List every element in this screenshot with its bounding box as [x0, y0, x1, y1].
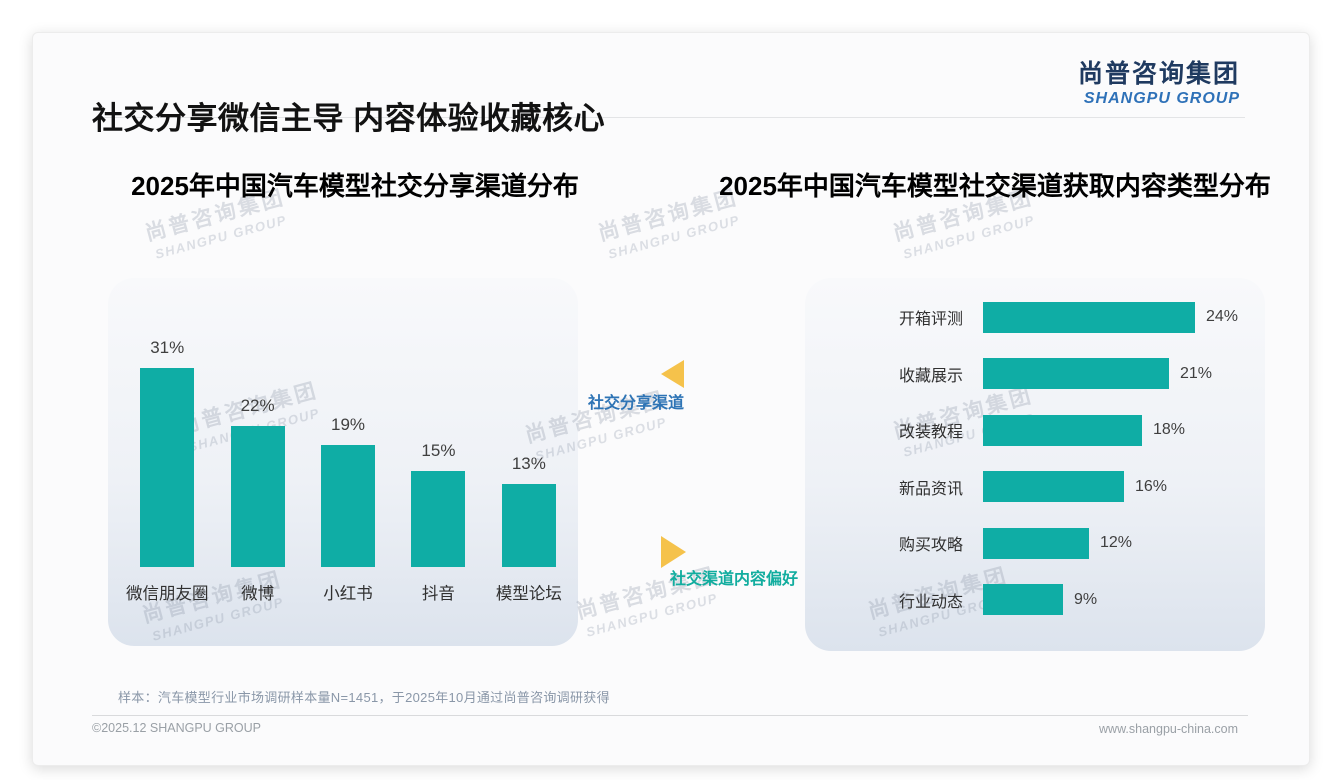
bar: [411, 471, 466, 567]
bar-group: 15% 抖音: [393, 441, 483, 603]
bar-value-label: 13%: [511, 454, 546, 473]
annotation-share-channel: 社交分享渠道: [588, 395, 685, 412]
category-label: 模型论坛: [495, 585, 562, 603]
category-label: 购买攻略: [898, 537, 963, 555]
bar-row: 改装教程 18%: [805, 402, 1265, 459]
category-label: 新品资讯: [898, 480, 963, 498]
website-text: www.shangpu-china.com: [1099, 722, 1238, 736]
bar: [983, 584, 1063, 616]
bar-row: 新品资讯 16%: [805, 459, 1265, 516]
category-label: 微博: [241, 585, 275, 603]
bar-row: 行业动态 9%: [805, 572, 1265, 629]
category-label: 改装教程: [898, 424, 963, 442]
bar: [983, 527, 1089, 559]
bar-row: 购买攻略 12%: [805, 515, 1265, 572]
bar-value-label: 19%: [331, 415, 366, 434]
bar-group: 19% 小红书: [303, 415, 393, 603]
vertical-bar-chart: 31% 微信朋友圈 22% 微博 19% 小红书 15% 抖音 13% 模型论坛: [122, 278, 574, 603]
bar: [983, 301, 1195, 333]
triangle-right-icon: [661, 536, 686, 568]
annotation-content-preference: 社交渠道内容偏好: [670, 571, 799, 588]
bar-value-label: 22%: [240, 396, 275, 415]
triangle-left-icon: [661, 360, 684, 388]
bar-value-label: 15%: [421, 441, 456, 460]
category-label: 抖音: [421, 585, 455, 603]
horizontal-bar-chart: 开箱评测 24% 收藏展示 21% 改装教程 18% 新品资讯 16% 购买攻略 12% 行业动态 9…: [805, 289, 1265, 628]
bar: [983, 471, 1124, 503]
bar-value-label: 12%: [1100, 534, 1133, 552]
bar-group: 13% 模型论坛: [484, 454, 574, 603]
category-label: 收藏展示: [898, 367, 963, 385]
bar: [983, 414, 1142, 446]
logo-en-text: SHANGPU GROUP: [1083, 90, 1240, 107]
bar: [230, 426, 285, 567]
right-chart-title: 2025年中国汽车模型社交渠道获取内容类型分布: [719, 171, 1271, 201]
bar: [140, 368, 195, 567]
category-label: 开箱评测: [898, 311, 963, 329]
bar-group: 31% 微信朋友圈: [122, 338, 212, 603]
bar-row: 开箱评测 24%: [805, 289, 1265, 346]
bar-value-label: 16%: [1135, 477, 1168, 495]
category-label: 小红书: [323, 585, 373, 603]
bar: [501, 484, 556, 567]
copyright-text: ©2025.12 SHANGPU GROUP: [92, 721, 261, 735]
bar: [321, 445, 376, 567]
bar-value-label: 9%: [1074, 590, 1098, 608]
category-label: 微信朋友圈: [125, 585, 209, 603]
logo-cn-text: 尚普咨询集团: [1077, 60, 1240, 88]
category-label: 行业动态: [898, 593, 963, 611]
footer-divider: [92, 715, 1248, 716]
sample-footnote: 样本：汽车模型行业市场调研样本量N=1451，于2025年10月通过尚普咨询调研…: [118, 690, 610, 705]
bar-value-label: 24%: [1206, 308, 1239, 326]
bar-value-label: 21%: [1180, 364, 1213, 382]
bar-value-label: 18%: [1153, 421, 1186, 439]
left-chart-title: 2025年中国汽车模型社交分享渠道分布: [131, 171, 579, 201]
bar-row: 收藏展示 21%: [805, 346, 1265, 403]
bar-group: 22% 微博: [212, 396, 302, 603]
company-logo: 尚普咨询集团 SHANGPU GROUP: [1078, 54, 1240, 108]
bar: [983, 358, 1169, 390]
bar-value-label: 31%: [150, 338, 185, 357]
page-title: 社交分享微信主导 内容体验收藏核心: [92, 100, 606, 136]
header-divider: [95, 117, 1245, 118]
